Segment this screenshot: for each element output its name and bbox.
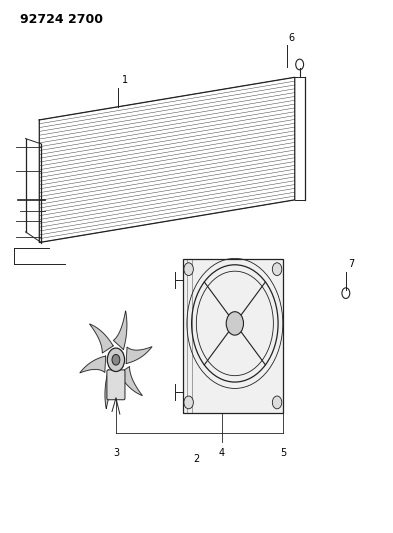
Polygon shape	[119, 367, 142, 395]
Polygon shape	[105, 370, 118, 409]
Text: 92724 2700: 92724 2700	[20, 13, 103, 26]
Bar	[183, 259, 283, 413]
Circle shape	[272, 396, 282, 409]
FancyBboxPatch shape	[107, 370, 125, 400]
Text: 3: 3	[113, 448, 119, 458]
Polygon shape	[90, 324, 113, 353]
Text: 1: 1	[122, 75, 128, 85]
Circle shape	[184, 263, 193, 276]
Text: 6: 6	[289, 33, 295, 43]
Circle shape	[112, 354, 120, 365]
Text: 4: 4	[219, 448, 225, 458]
Polygon shape	[126, 346, 152, 364]
Text: 2: 2	[193, 454, 200, 464]
Circle shape	[226, 312, 244, 335]
Text: 5: 5	[280, 448, 286, 458]
Text: 7: 7	[348, 259, 354, 269]
Circle shape	[184, 396, 193, 409]
Polygon shape	[80, 356, 106, 373]
Polygon shape	[114, 311, 127, 350]
Circle shape	[107, 348, 125, 372]
Circle shape	[272, 263, 282, 276]
